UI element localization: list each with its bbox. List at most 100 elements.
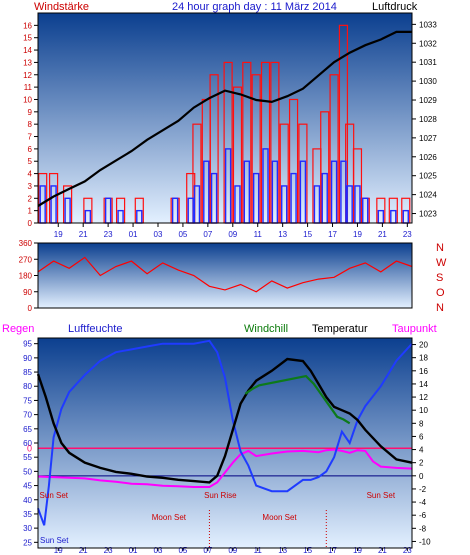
wind-x-tick-label: 05: [178, 230, 187, 239]
wind-x-tick-label: 21: [378, 230, 387, 239]
temperature-tick-label: -4: [419, 498, 427, 507]
temp-x-tick-label: 21: [378, 546, 387, 555]
humidity-tick-label: 60: [23, 439, 32, 448]
wind-tick-label: 2: [28, 194, 33, 203]
wind-tick-label: 3: [28, 182, 33, 191]
humidity-tick-label: 70: [23, 411, 32, 420]
pressure-tick-label: 1029: [419, 96, 437, 105]
legend-luftfeuchte: Luftfeuchte: [68, 323, 122, 335]
temp-x-tick-label: 07: [203, 546, 212, 555]
wind-tick-label: 15: [23, 34, 32, 43]
compass-label: O: [436, 287, 445, 299]
temperature-tick-label: 12: [419, 393, 428, 402]
humidity-tick-label: 65: [23, 425, 32, 434]
wind-tick-label: 11: [24, 83, 33, 92]
wind-tick-label: 5: [28, 157, 33, 166]
direction-tick-label: 180: [19, 272, 33, 281]
temp-x-tick-label: 01: [129, 546, 138, 555]
temp-x-tick-label: 19: [353, 546, 362, 555]
humidity-line: [37, 339, 413, 526]
wind-x-tick-label: 07: [203, 230, 212, 239]
pressure-tick-label: 1027: [419, 134, 437, 143]
humidity-tick-label: 85: [23, 368, 32, 377]
wind-tick-label: 6: [28, 145, 33, 154]
header-luftdruck: Luftdruck: [372, 1, 418, 13]
pressure-tick-label: 1032: [419, 39, 437, 48]
sun-event-label: Sun Set: [40, 491, 69, 500]
humidity-tick-label: 35: [23, 510, 32, 519]
temp-x-tick-label: 21: [79, 546, 88, 555]
temperature-tick-label: 0: [419, 472, 424, 481]
temperature-tick-label: 20: [419, 341, 428, 350]
wind-x-tick-label: 01: [129, 230, 138, 239]
wind-tick-label: 7: [28, 133, 33, 142]
pressure-line: [37, 30, 412, 207]
wind-tick-label: 12: [23, 71, 32, 80]
pressure-tick-label: 1033: [419, 20, 437, 29]
temp-x-tick-label: 23: [403, 546, 412, 555]
wind-tick-label: 9: [28, 108, 33, 117]
wind-x-tick-label: 13: [278, 230, 287, 239]
temp-x-tick-label: 19: [54, 546, 63, 555]
direction-tick-label: 270: [19, 255, 33, 264]
wind-panel-border: [37, 12, 413, 224]
pressure-tick-label: 1026: [419, 153, 437, 162]
temp-x-tick-label: 11: [254, 546, 263, 555]
temperature-panel-border: [37, 337, 413, 549]
wind-x-tick-label: 09: [228, 230, 237, 239]
temp-x-tick-label: 23: [104, 546, 113, 555]
legend-windchill: Windchill: [244, 323, 288, 335]
compass-label: N: [436, 302, 444, 314]
humidity-tick-label: 95: [23, 340, 32, 349]
wind-x-tick-label: 03: [154, 230, 163, 239]
direction-panel-bg: [38, 243, 412, 308]
rain-zero-label: 0: [27, 443, 32, 453]
wind-tick-label: 14: [23, 46, 32, 55]
wind-direction-line: [37, 256, 413, 293]
humidity-tick-label: 40: [23, 496, 32, 505]
temperature-tick-label: 4: [419, 446, 424, 455]
temp-x-tick-label: 13: [278, 546, 287, 555]
wind-x-tick-label: 19: [54, 230, 63, 239]
humidity-tick-label: 90: [23, 354, 32, 363]
direction-panel-border: [37, 242, 413, 309]
humidity-tick-label: 50: [23, 467, 32, 476]
temperature-panel-bg: [38, 338, 412, 548]
humidity-tick-label: 55: [23, 453, 32, 462]
temp-x-tick-label: 05: [178, 546, 187, 555]
humidity-tick-label: 45: [23, 482, 32, 491]
header-windstaerke: Windstärke: [34, 1, 89, 13]
dewpoint-line: [37, 448, 413, 488]
wind-tick-label: 10: [23, 95, 32, 104]
temperature-tick-label: 14: [419, 380, 428, 389]
pressure-tick-label: 1028: [419, 115, 437, 124]
header-title: 24 hour graph day : 11 März 2014: [172, 1, 337, 13]
humidity-tick-label: 80: [23, 382, 32, 391]
direction-tick-label: 360: [19, 239, 33, 248]
pressure-tick-label: 1025: [419, 172, 437, 181]
direction-tick-label: 90: [23, 288, 32, 297]
temperature-tick-label: -10: [419, 537, 431, 546]
compass-label: W: [436, 257, 447, 269]
pressure-tick-label: 1031: [419, 58, 437, 67]
temperature-tick-label: 8: [419, 419, 424, 428]
moon-event-label: Moon Set: [262, 513, 297, 522]
humidity-tick-label: 25: [23, 538, 32, 547]
temperature-line: [36, 357, 413, 484]
temp-x-tick-label: 09: [228, 546, 237, 555]
sun-event-label: Sun Set: [367, 491, 396, 500]
legend-taupunkt: Taupunkt: [392, 323, 437, 335]
wind-x-tick-label: 21: [79, 230, 88, 239]
sun-event-label: Sun Rise: [204, 491, 237, 500]
temperature-tick-label: 18: [419, 354, 428, 363]
temperature-tick-label: -6: [419, 511, 427, 520]
temperature-tick-label: 6: [419, 432, 424, 441]
temperature-tick-label: -8: [419, 524, 427, 533]
humidity-tick-label: 75: [23, 396, 32, 405]
wind-tick-label: 4: [28, 170, 33, 179]
wind-tick-label: 16: [23, 21, 32, 30]
temp-x-tick-label: 03: [154, 546, 163, 555]
compass-label: S: [436, 272, 443, 284]
